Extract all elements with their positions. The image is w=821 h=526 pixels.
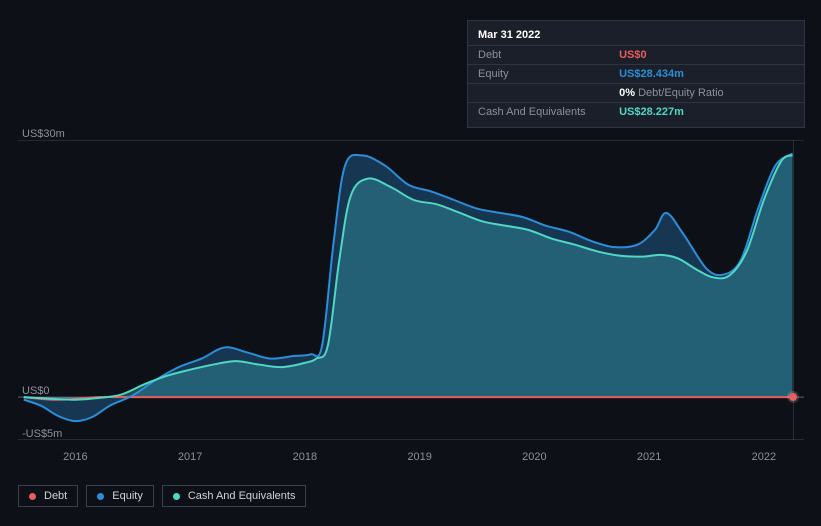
chart-svg — [18, 140, 804, 440]
legend-item-label: Cash And Equivalents — [188, 490, 296, 502]
legend-dot-icon — [97, 493, 104, 500]
legend-dot-icon — [173, 493, 180, 500]
x-axis-label: 2016 — [63, 451, 87, 463]
legend-dot-icon — [29, 493, 36, 500]
chart-plot[interactable] — [18, 140, 804, 440]
tooltip-row: 0% Debt/Equity Ratio — [468, 84, 804, 103]
legend-item-label: Debt — [44, 490, 67, 502]
tooltip-row-value: 0% Debt/Equity Ratio — [609, 84, 804, 103]
tooltip-row-value: US$0 — [609, 46, 804, 65]
tooltip-row-label: Debt — [468, 46, 609, 65]
tooltip-row-label: Equity — [468, 65, 609, 84]
tooltip-row-label: Cash And Equivalents — [468, 103, 609, 122]
tooltip-table: DebtUS$0EquityUS$28.434m0% Debt/Equity R… — [468, 45, 804, 121]
y-axis-label: US$30m — [22, 128, 65, 140]
x-axis-label: 2017 — [178, 451, 202, 463]
x-axis-label: 2020 — [522, 451, 546, 463]
tooltip-date: Mar 31 2022 — [468, 27, 804, 45]
tooltip-row-value: US$28.434m — [609, 65, 804, 84]
legend-item-cash[interactable]: Cash And Equivalents — [162, 485, 307, 507]
legend-item-equity[interactable]: Equity — [86, 485, 154, 507]
tooltip-row-value: US$28.227m — [609, 103, 804, 122]
tooltip-row: DebtUS$0 — [468, 46, 804, 65]
x-axis-label: 2018 — [293, 451, 317, 463]
chart-legend: Debt Equity Cash And Equivalents — [18, 485, 306, 507]
x-axis-label: 2021 — [637, 451, 661, 463]
x-axis-label: 2022 — [752, 451, 776, 463]
series-end-marker — [789, 393, 797, 401]
series-area-equity — [24, 153, 793, 421]
tooltip-row-label — [468, 84, 609, 103]
series-line-debt — [24, 397, 793, 400]
x-axis-label: 2019 — [407, 451, 431, 463]
chart-tooltip: Mar 31 2022 DebtUS$0EquityUS$28.434m0% D… — [467, 20, 805, 128]
legend-item-debt[interactable]: Debt — [18, 485, 78, 507]
legend-item-label: Equity — [112, 490, 143, 502]
tooltip-row: Cash And EquivalentsUS$28.227m — [468, 103, 804, 122]
tooltip-row: EquityUS$28.434m — [468, 65, 804, 84]
